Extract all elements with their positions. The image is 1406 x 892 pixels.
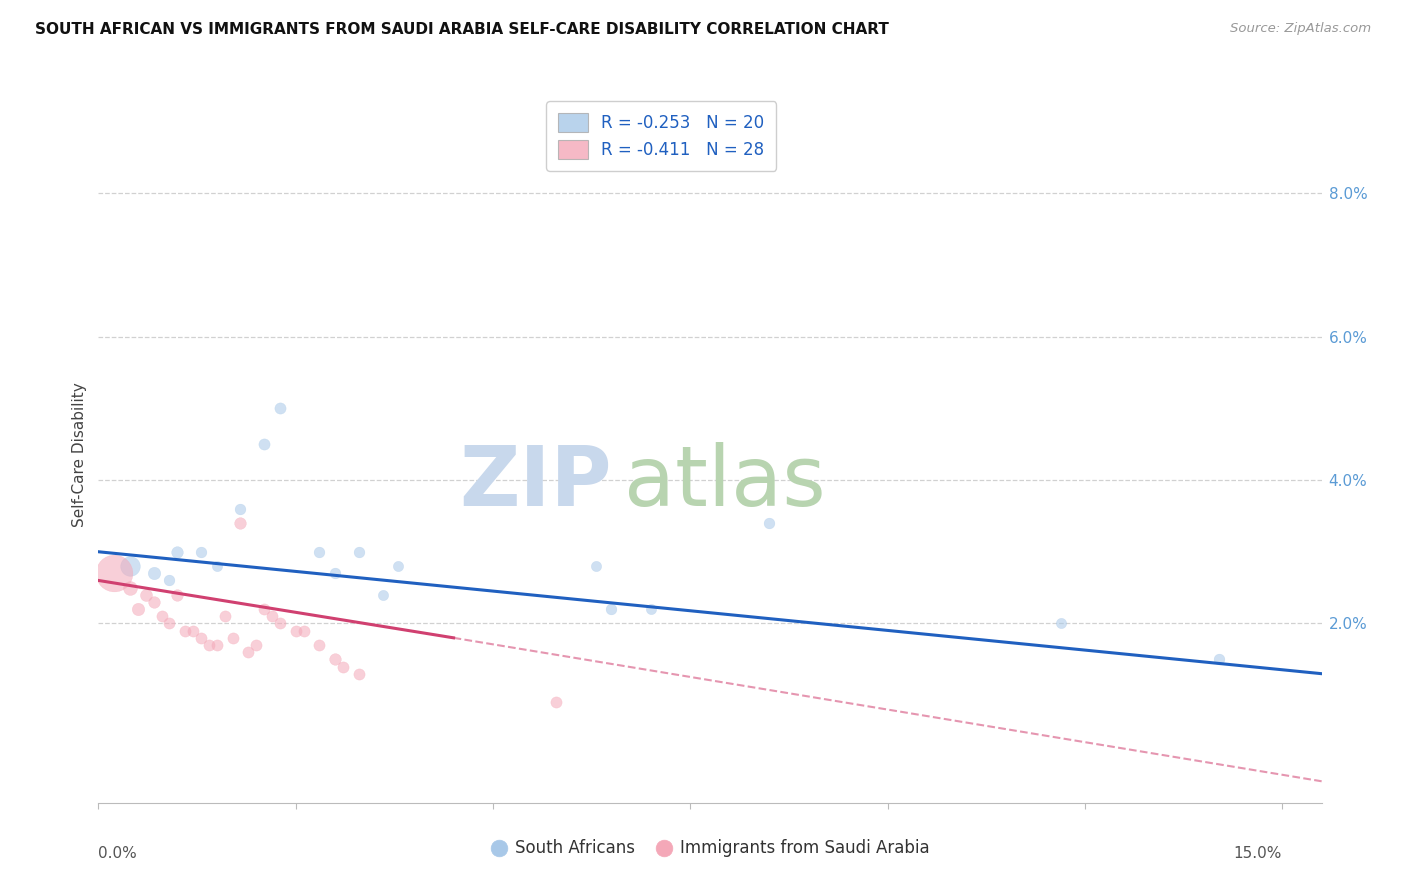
Text: Source: ZipAtlas.com: Source: ZipAtlas.com	[1230, 22, 1371, 36]
Point	[150, 609, 173, 624]
Point	[269, 616, 291, 631]
Point	[253, 437, 276, 451]
Point	[371, 588, 394, 602]
Point	[159, 616, 181, 631]
Text: atlas: atlas	[624, 442, 827, 524]
Point	[347, 666, 370, 681]
Point	[245, 638, 267, 652]
Point	[142, 595, 165, 609]
Point	[640, 602, 662, 616]
Point	[308, 545, 330, 559]
Y-axis label: Self-Care Disability: Self-Care Disability	[72, 383, 87, 527]
Point	[323, 652, 346, 666]
Point	[166, 588, 188, 602]
Text: SOUTH AFRICAN VS IMMIGRANTS FROM SAUDI ARABIA SELF-CARE DISABILITY CORRELATION C: SOUTH AFRICAN VS IMMIGRANTS FROM SAUDI A…	[35, 22, 889, 37]
Point	[118, 581, 141, 595]
Point	[166, 545, 188, 559]
Point	[269, 401, 291, 416]
Point	[260, 609, 283, 624]
Point	[585, 559, 607, 574]
Point	[546, 695, 568, 709]
Point	[198, 638, 221, 652]
Point	[292, 624, 315, 638]
Point	[159, 574, 181, 588]
Legend: South Africans, Immigrants from Saudi Arabia: South Africans, Immigrants from Saudi Ar…	[484, 833, 936, 864]
Point	[253, 602, 276, 616]
Point	[103, 566, 125, 581]
Text: 0.0%: 0.0%	[98, 846, 138, 861]
Point	[221, 631, 243, 645]
Point	[600, 602, 623, 616]
Point	[308, 638, 330, 652]
Point	[323, 566, 346, 581]
Point	[758, 516, 780, 530]
Point	[174, 624, 197, 638]
Text: ZIP: ZIP	[460, 442, 612, 524]
Point	[387, 559, 409, 574]
Point	[190, 545, 212, 559]
Point	[190, 631, 212, 645]
Point	[181, 624, 204, 638]
Text: 15.0%: 15.0%	[1234, 846, 1282, 861]
Point	[229, 501, 252, 516]
Point	[142, 566, 165, 581]
Point	[118, 559, 141, 574]
Point	[332, 659, 354, 673]
Point	[127, 602, 149, 616]
Point	[347, 545, 370, 559]
Point	[205, 638, 228, 652]
Point	[205, 559, 228, 574]
Point	[135, 588, 157, 602]
Point	[214, 609, 236, 624]
Point	[1050, 616, 1073, 631]
Point	[229, 516, 252, 530]
Point	[238, 645, 260, 659]
Point	[284, 624, 307, 638]
Point	[1208, 652, 1230, 666]
